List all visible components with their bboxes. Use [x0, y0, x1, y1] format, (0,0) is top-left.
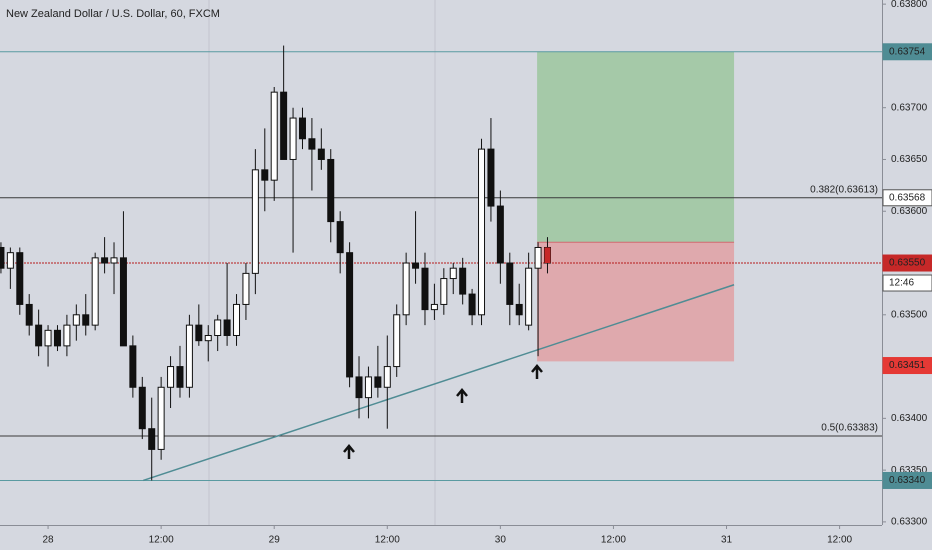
candle-body [91, 257, 99, 326]
candle-body [138, 386, 146, 430]
candle-body [6, 252, 14, 269]
price-tag [882, 189, 932, 207]
y-tick-label: 0.63700 [891, 102, 928, 113]
candle-body [35, 324, 43, 347]
candle-body [289, 117, 297, 160]
y-tick-label: 0.63350 [891, 465, 928, 476]
arrow [531, 364, 543, 379]
x-tick-label: 12:00 [149, 535, 174, 546]
fib-label: 0.5(0.63383) [821, 423, 878, 434]
candle-body [242, 272, 250, 305]
candle-body [44, 329, 52, 347]
candle-body [176, 366, 184, 388]
candle-body [525, 267, 533, 326]
candle-body [72, 314, 80, 326]
arrow [343, 444, 355, 459]
candle-body [355, 376, 363, 399]
candle-body [478, 148, 486, 316]
x-tick-label: 30 [495, 535, 507, 546]
candle-body [430, 303, 438, 311]
candle-body [195, 324, 203, 342]
fib-label: 0.382(0.63613) [810, 184, 878, 195]
candle-body [129, 345, 137, 388]
candle-body [336, 221, 344, 254]
y-tick-label: 0.63400 [891, 413, 928, 424]
x-tick-label: 28 [42, 535, 54, 546]
y-tick-label: 0.63500 [891, 309, 928, 320]
candle-body [119, 257, 127, 347]
candle-body [383, 366, 391, 388]
candle-body [412, 262, 420, 269]
candle-body [468, 293, 476, 316]
candle-body [374, 376, 382, 388]
candle-body [308, 138, 316, 150]
candle-body [110, 257, 118, 264]
last-candle-highlight [544, 247, 551, 264]
target-zone [537, 51, 735, 243]
x-tick-label: 31 [721, 535, 733, 546]
candle-body [327, 158, 335, 223]
candle-body [233, 303, 241, 337]
candle-body [421, 267, 429, 311]
candle-body [167, 366, 175, 388]
candle-body [496, 205, 504, 264]
y-tick-label: 0.63650 [891, 154, 928, 165]
candle-body [82, 314, 90, 326]
price-tag-label: 0.63568 [889, 192, 926, 203]
countdown-tag [882, 274, 932, 292]
candle-body [223, 319, 231, 337]
stop-tag-label: 0.63451 [889, 360, 926, 371]
y-tick-label: 0.63600 [891, 206, 928, 217]
price-tag [882, 471, 932, 489]
x-tick-label: 29 [269, 535, 281, 546]
candle-body [534, 246, 542, 269]
candle-body [214, 319, 222, 337]
candle-body [346, 252, 354, 378]
price-tag [882, 254, 932, 272]
price-tag-label: 0.63340 [889, 475, 926, 486]
chart-title: New Zealand Dollar / U.S. Dollar, 60, FX… [6, 8, 220, 20]
stop-tag [882, 357, 932, 375]
countdown-tag-label: 12:46 [889, 278, 914, 289]
candle-body [157, 386, 165, 450]
candle-body [515, 303, 523, 316]
candle-body [449, 267, 457, 280]
candle-body [393, 314, 401, 368]
candle-body [440, 278, 448, 305]
candle-body [317, 148, 325, 160]
candle-body [185, 324, 193, 388]
trend-line [142, 284, 735, 482]
x-tick-label: 12:00 [601, 535, 626, 546]
candle-body [25, 303, 33, 326]
candle-body [63, 324, 71, 347]
candle-body [251, 169, 259, 274]
candle-body [204, 335, 212, 342]
candle-body [0, 246, 5, 269]
candle-body [487, 148, 495, 207]
candle-body [298, 117, 306, 140]
candle-body [261, 169, 269, 181]
y-tick-label: 0.63800 [891, 0, 928, 10]
x-tick-label: 12:00 [827, 535, 852, 546]
candle-body [364, 376, 372, 399]
price-tag-label: 0.63754 [889, 46, 926, 57]
y-tick-label: 0.63300 [891, 517, 928, 528]
candle-body [16, 252, 24, 305]
candle-body [459, 267, 467, 295]
candle-body [148, 428, 156, 450]
candle-body [506, 262, 514, 305]
price-tag [882, 43, 932, 61]
candle-body [402, 262, 410, 316]
x-tick-label: 12:00 [375, 535, 400, 546]
arrow [456, 388, 468, 403]
candle-body [101, 257, 109, 264]
stop-zone [537, 242, 735, 362]
price-tag-label: 0.63550 [889, 258, 926, 269]
candle-body [53, 329, 61, 347]
candle-body [280, 91, 288, 160]
candle-body [270, 91, 278, 181]
